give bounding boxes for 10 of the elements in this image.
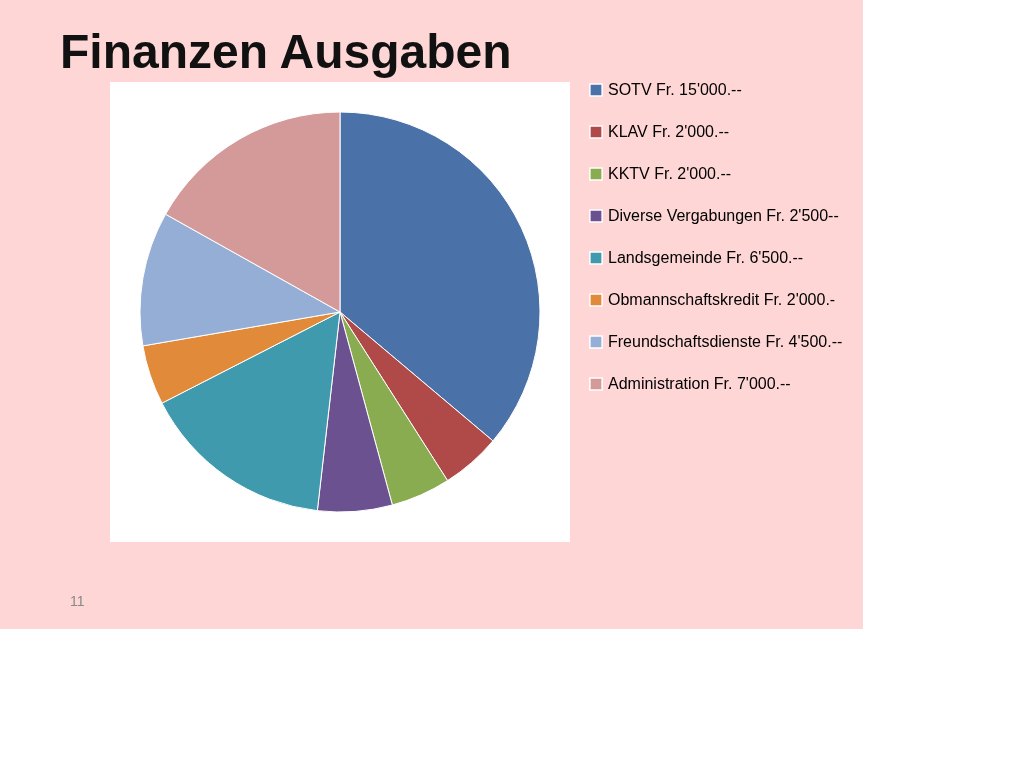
chart-title: Finanzen Ausgaben xyxy=(60,25,512,78)
legend-label: Administration Fr. 7'000.-- xyxy=(608,375,791,392)
legend-label: SOTV Fr. 15'000.-- xyxy=(608,81,742,98)
legend-label: Freundschaftsdienste Fr. 4'500.-- xyxy=(608,333,843,350)
legend-label: KKTV Fr. 2'000.-- xyxy=(608,165,732,182)
text: 11 xyxy=(70,593,85,609)
legend-label: Diverse Vergabungen Fr. 2'500-- xyxy=(608,207,839,224)
legend-label: KLAV Fr. 2'000.-- xyxy=(608,123,730,140)
legend-label: Landsgemeinde Fr. 6'500.-- xyxy=(608,249,804,266)
legend-label: Obmannschaftskredit Fr. 2'000.- xyxy=(608,291,836,308)
